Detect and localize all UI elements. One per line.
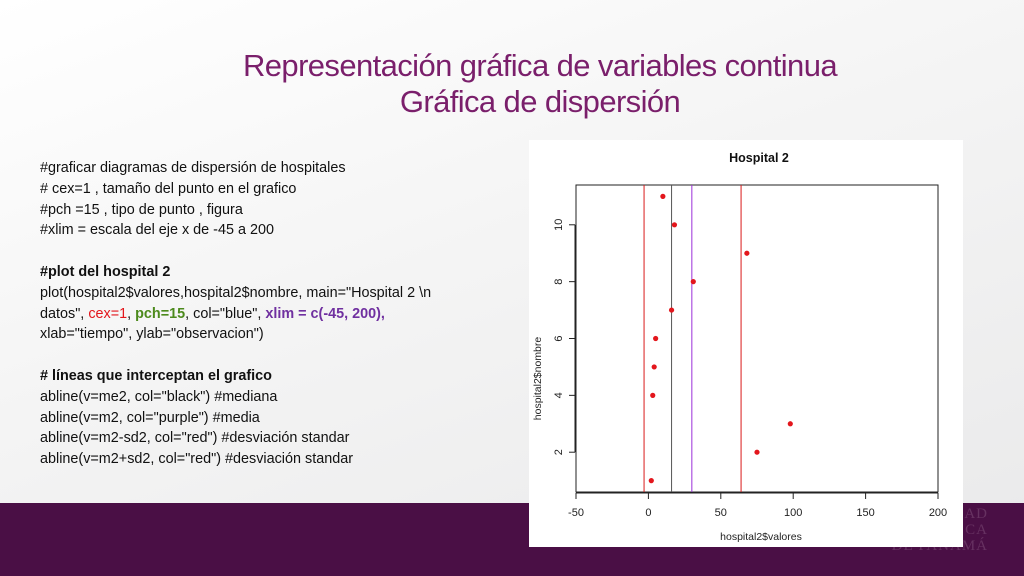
data-points xyxy=(648,193,793,484)
x-tick-label: -50 xyxy=(568,507,584,519)
y-tick-label: 4 xyxy=(553,392,565,398)
data-point xyxy=(653,335,659,342)
code-line: abline(v=m2+sd2, col="red") #desviación … xyxy=(40,451,353,468)
data-point xyxy=(660,193,666,199)
slide-title: Representación gráfica de variables cont… xyxy=(170,48,910,120)
code-fragment: , xyxy=(127,305,136,322)
code-line: # cex=1 , tamaño del punto en el grafico xyxy=(40,180,297,197)
x-tick-label: 200 xyxy=(929,507,947,519)
x-axis: -50 0 50 100 150 200 xyxy=(568,492,947,519)
code-fragment: datos", xyxy=(40,305,89,322)
code-line: #xlim = escala del eje x de -45 a 200 xyxy=(40,222,274,239)
code-line: #pch =15 , tipo de punto , figura xyxy=(40,201,243,218)
code-fragment-pch: pch=15 xyxy=(135,305,186,322)
scatter-plot-panel: Hospital 2 -50 0 50 100 150 200 2 4 6 8 10 hospit… xyxy=(529,140,963,547)
code-line: #graficar diagramas de dispersión de hos… xyxy=(40,160,346,176)
code-line: # líneas que interceptan el grafico xyxy=(40,367,272,384)
y-tick-label: 2 xyxy=(553,449,565,455)
vertical-reference-lines xyxy=(643,185,742,492)
code-fragment: , col="blue", xyxy=(185,305,266,322)
y-axis-label: hospital2$nombre xyxy=(532,337,544,421)
code-fragment-cex: cex=1 xyxy=(88,305,128,322)
logo-text-2: CA xyxy=(965,522,988,538)
y-tick-label: 10 xyxy=(553,219,565,231)
x-tick-label: 100 xyxy=(784,507,802,519)
code-line: xlab="tiempo", ylab="observacion") xyxy=(40,326,264,343)
code-line: plot(hospital2$valores,hospital2$nombre,… xyxy=(40,284,432,301)
code-gap xyxy=(40,345,510,366)
plot-frame xyxy=(575,184,939,493)
y-tick-label: 6 xyxy=(553,335,565,341)
data-point xyxy=(651,364,657,370)
code-line: abline(v=me2, col="black") #mediana xyxy=(40,388,278,405)
data-point xyxy=(787,421,793,427)
x-tick-label: 150 xyxy=(856,507,874,519)
code-gap xyxy=(40,241,510,262)
data-point xyxy=(668,307,675,313)
data-point xyxy=(671,222,678,228)
data-point xyxy=(650,392,656,398)
data-point xyxy=(754,449,760,455)
code-fragment-xlim: xlim = c(-45, 200), xyxy=(265,305,385,322)
y-tick-label: 8 xyxy=(553,279,565,285)
data-point xyxy=(744,250,750,256)
x-tick-label: 50 xyxy=(715,507,727,519)
code-line: abline(v=m2, col="purple") #media xyxy=(40,409,260,426)
x-axis-label: hospital2$valores xyxy=(720,531,802,543)
plot-title: Hospital 2 xyxy=(729,151,789,165)
data-point xyxy=(648,478,654,484)
code-line: #plot del hospital 2 xyxy=(40,263,171,280)
logo-text-1: AD xyxy=(964,506,988,522)
code-line-mixed: datos", cex=1, pch=15, col="blue", xlim … xyxy=(40,304,510,325)
data-point xyxy=(690,279,696,285)
title-line-2: Gráfica de dispersión xyxy=(399,84,681,119)
r-code-block: #graficar diagramas de dispersión de hos… xyxy=(40,158,510,470)
scatter-plot: Hospital 2 -50 0 50 100 150 200 2 4 6 8 10 hospit… xyxy=(532,151,947,543)
title-line-1: Representación gráfica de variables cont… xyxy=(243,48,838,83)
y-axis: 2 4 6 8 10 xyxy=(553,219,576,455)
x-tick-label: 0 xyxy=(645,507,651,519)
code-line: abline(v=m2-sd2, col="red") #desviación … xyxy=(40,430,350,447)
